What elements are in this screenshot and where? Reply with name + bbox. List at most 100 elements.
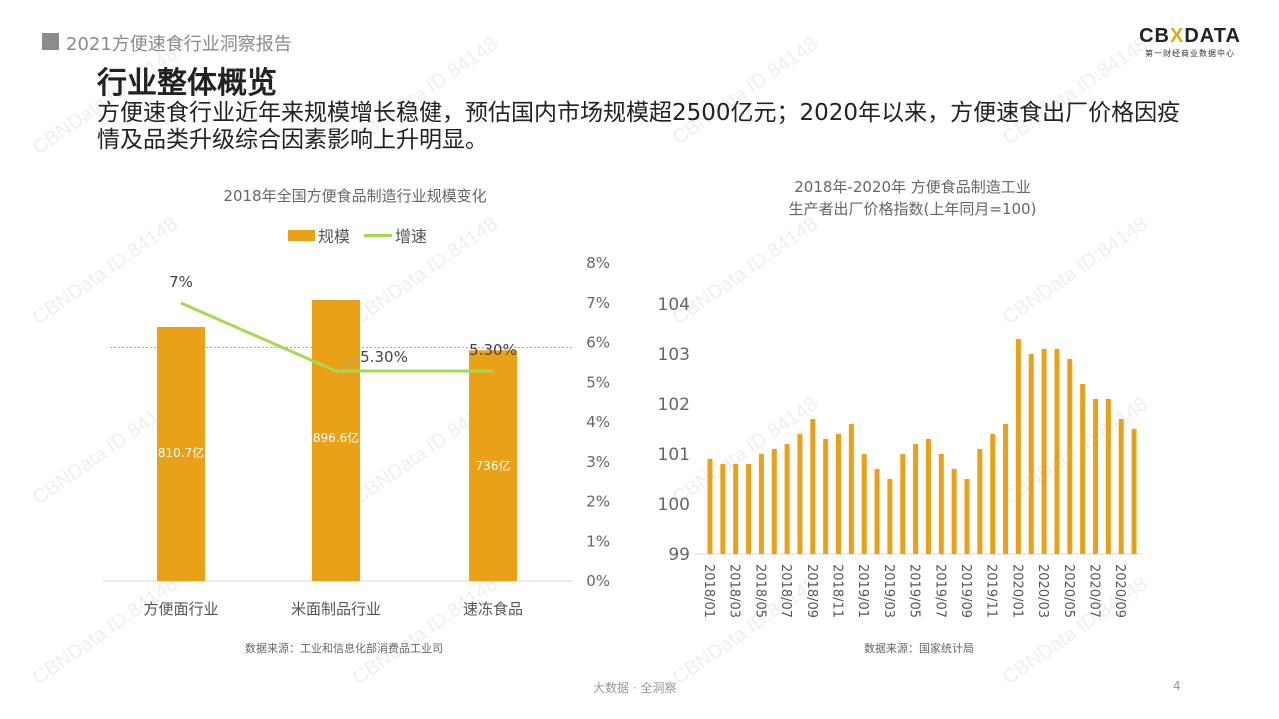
right-chart-source: 数据来源：国家统计局 [864, 642, 974, 655]
ppi-bar [836, 434, 841, 554]
x-axis-tick-label: 2019/05 [907, 564, 922, 618]
line-point-label: 5.30% [360, 348, 408, 366]
right-chart-plot: 99 100 101 102 103 104 2018/01 2018/03 2018/05 20… [658, 295, 1142, 618]
logo-part: CB [1139, 25, 1170, 47]
ppi-bar [951, 469, 957, 554]
label-leader-line [338, 359, 359, 372]
ppi-bar [823, 439, 829, 554]
ppi-bar [874, 469, 880, 554]
legend-bar-label: 规模 [318, 227, 351, 246]
y-axis-tick-label: 8% [586, 254, 610, 272]
ppi-bar [707, 459, 713, 554]
ppi-bar [1067, 359, 1073, 554]
logo-wordmark: CBXDATA [1135, 26, 1245, 46]
right-chart-title-line2: 生产者出厂价格指数(上年同月=100) [788, 200, 1037, 218]
x-axis-tick-label: 2018/05 [752, 564, 767, 618]
page-number: 4 [1173, 679, 1181, 693]
page-title: 行业整体概览 [97, 66, 277, 101]
x-axis-tick-label: 2019/07 [932, 564, 947, 618]
y-axis-tick-label: 2% [586, 493, 610, 511]
ppi-bar [810, 419, 816, 554]
ppi-bar [1105, 399, 1111, 554]
ppi-bar [1080, 384, 1086, 554]
logo-x-mark: X [1169, 25, 1185, 47]
legend-bar-swatch-icon [288, 229, 315, 241]
ppi-bar [1015, 339, 1021, 554]
header-square-icon [42, 33, 59, 50]
bar [157, 326, 205, 581]
legend-line-swatch-icon [364, 233, 393, 237]
x-axis-tick-label: 2018/11 [830, 564, 845, 618]
x-axis-tick-label: 2020/03 [1035, 564, 1050, 618]
growth-line [180, 301, 493, 373]
y-axis-tick-label: 0% [586, 572, 610, 590]
ppi-bar [977, 449, 983, 554]
x-category-label: 方便面行业 [143, 600, 218, 618]
y-axis-tick-label: 101 [658, 445, 690, 465]
ppi-bar [733, 464, 739, 554]
x-axis-tick-label: 2019/03 [881, 564, 896, 618]
ppi-bar [848, 424, 854, 554]
x-category-label: 米面制品行业 [291, 600, 381, 618]
x-axis-tick-label: 2020/09 [1112, 564, 1127, 618]
x-axis-tick-label: 2020/05 [1061, 564, 1076, 618]
report-title: 2021方便速食行业洞察报告 [66, 34, 292, 55]
ppi-bar [1118, 419, 1124, 554]
bar-label: 896.6亿 [313, 430, 359, 445]
bar [469, 350, 517, 581]
x-axis-tick-label: 2018/07 [778, 564, 793, 618]
legend-line-label: 增速 [395, 227, 428, 246]
footer-slogan: 大数据 · 全洞察 [593, 681, 677, 695]
ppi-bar [720, 464, 726, 554]
page-subtitle: 方便速食行业近年来规模增长稳健，预估国内市场规模超2500亿元；2020年以来，… [97, 100, 1181, 153]
left-chart-source: 数据来源：工业和信息化部消费品工业司 [245, 642, 443, 655]
ppi-bar [758, 454, 764, 554]
ppi-bar [1131, 429, 1137, 554]
x-axis-tick-label: 2018/09 [804, 564, 819, 618]
ppi-bar [887, 479, 893, 554]
ppi-bar [797, 434, 803, 554]
ppi-bar [990, 434, 996, 554]
y-axis-tick-label: 6% [586, 334, 610, 352]
y-axis-tick-label: 3% [586, 453, 610, 471]
x-axis-tick-label: 2019/01 [855, 564, 870, 618]
ppi-bar [1054, 349, 1060, 554]
ppi-bar [938, 454, 944, 554]
logo-part: DATA [1184, 25, 1241, 47]
bar-label: 810.7亿 [158, 445, 204, 460]
ppi-bar [1028, 354, 1034, 554]
line-point-label: 7% [169, 273, 193, 291]
left-chart-title: 2018年全国方便食品制造行业规模变化 [223, 187, 487, 205]
y-axis-tick-label: 100 [658, 495, 690, 515]
ppi-bar [925, 439, 931, 554]
x-axis-tick-label: 2019/09 [958, 564, 973, 618]
y-axis-tick-label: 7% [586, 294, 610, 312]
x-axis-tick-label: 2018/01 [701, 564, 716, 618]
y-axis-tick-label: 102 [658, 395, 690, 415]
left-chart-legend: 规模 增速 [288, 223, 427, 247]
ppi-bar [1093, 399, 1098, 554]
cbndata-logo: CBXDATA 第一财经商业数据中心 [1135, 26, 1245, 59]
line-point-label: 5.30% [469, 341, 517, 359]
y-axis-tick-label: 4% [586, 413, 610, 431]
y-axis-tick-label: 1% [586, 532, 610, 550]
ppi-bar [913, 444, 919, 554]
bar-label: 736亿 [476, 458, 511, 473]
y-axis-tick-label: 99 [668, 545, 690, 565]
y-axis-tick-label: 104 [658, 295, 690, 315]
x-axis-tick-label: 2020/07 [1087, 564, 1102, 618]
right-chart-title-line1: 2018年-2020年 方便食品制造工业 [794, 178, 1031, 196]
x-category-label: 速冻食品 [463, 600, 523, 618]
x-axis-tick-label: 2019/11 [984, 564, 999, 618]
x-axis-tick-label: 2018/03 [727, 564, 742, 618]
ppi-bar [784, 444, 790, 554]
bar [312, 300, 360, 581]
ppi-bar [1041, 349, 1047, 554]
right-chart-title: 2018年-2020年 方便食品制造工业 生产者出厂价格指数(上年同月=100) [700, 176, 1125, 220]
ppi-bar [861, 454, 867, 554]
ppi-bar [771, 449, 777, 554]
logo-tagline: 第一财经商业数据中心 [1145, 49, 1235, 58]
ppi-bar [900, 454, 906, 554]
ppi-bar [964, 479, 970, 554]
